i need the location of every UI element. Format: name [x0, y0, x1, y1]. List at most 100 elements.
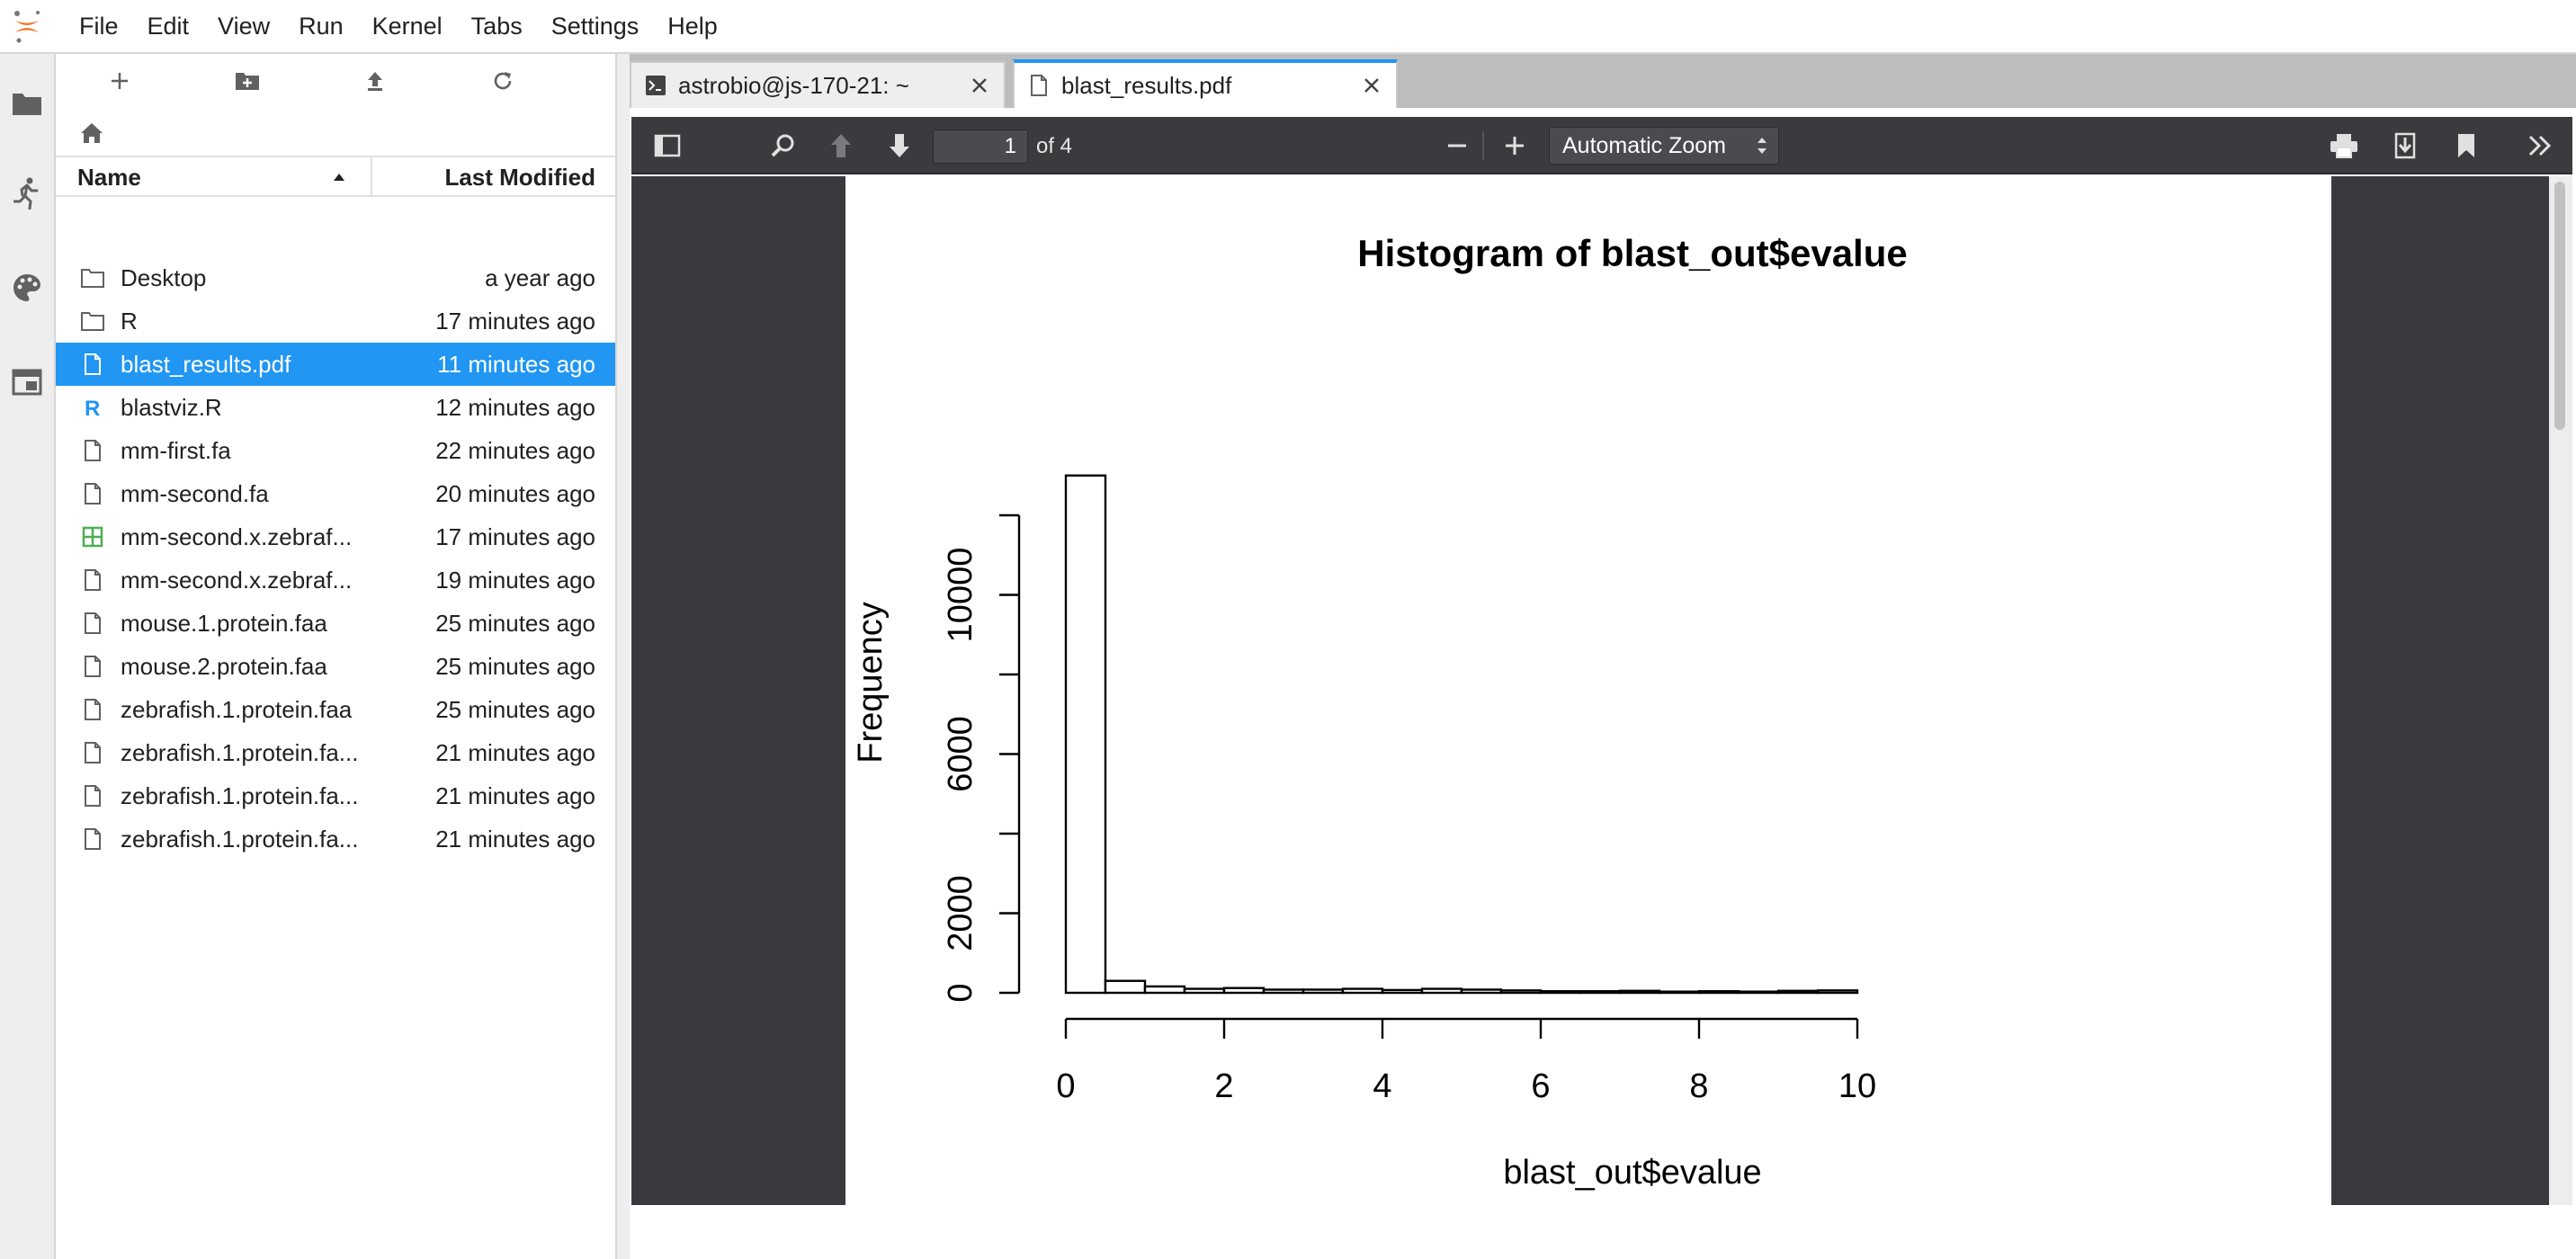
select-arrows-icon	[1758, 138, 1767, 154]
histogram-bar	[1539, 990, 1582, 995]
menu-file[interactable]: File	[79, 13, 119, 40]
new-folder-icon[interactable]	[183, 54, 311, 108]
file-modified: 17 minutes ago	[435, 522, 595, 550]
file-icon	[81, 784, 104, 808]
x-tick-label: 8	[1689, 1067, 1708, 1105]
running-icon[interactable]	[0, 166, 54, 220]
menu-view[interactable]: View	[218, 13, 271, 40]
file-icon	[81, 827, 104, 851]
file-modified: 21 minutes ago	[435, 781, 595, 809]
file-name: zebrafish.1.protein.fa...	[121, 781, 359, 809]
file-name: zebrafish.1.protein.fa...	[121, 825, 359, 853]
file-list-item[interactable]: zebrafish.1.protein.fa... 21 minutes ago	[56, 731, 615, 774]
menu-tabs[interactable]: Tabs	[470, 13, 523, 40]
file-list-item[interactable]: mm-second.fa 20 minutes ago	[56, 472, 615, 515]
file-name: zebrafish.1.protein.faa	[121, 695, 353, 723]
pdf-toolbar: 1 of 4 Automatic Zoom	[631, 117, 2572, 174]
pdf-page: Histogram of blast_out$evalue 0 2000 6000 10…	[845, 176, 2331, 1205]
y-tick-label: 2000	[942, 875, 979, 951]
sidebar-toggle-icon[interactable]	[648, 126, 687, 165]
upload-icon[interactable]	[311, 54, 439, 108]
download-icon[interactable]	[2385, 126, 2425, 165]
print-icon[interactable]	[2324, 126, 2364, 165]
chart-title: Histogram of blast_out$evalue	[1357, 232, 1907, 274]
file-name: mm-second.x.zebraf...	[121, 522, 353, 550]
tab-blast-results-pdf[interactable]: blast_results.pdf	[1013, 59, 1398, 108]
tab-label: blast_results.pdf	[1061, 71, 1232, 99]
file-list-item[interactable]: zebrafish.1.protein.fa... 21 minutes ago	[56, 817, 615, 861]
menu-kernel[interactable]: Kernel	[371, 13, 443, 40]
file-name: mm-first.fa	[121, 436, 231, 464]
find-icon[interactable]	[763, 126, 802, 165]
file-icon	[81, 655, 104, 678]
file-list-item[interactable]: mm-second.x.zebraf... 19 minutes ago	[56, 558, 615, 602]
file-list-item[interactable]: zebrafish.1.protein.faa 25 minutes ago	[56, 688, 615, 731]
menu-bar: File Edit View Run Kernel Tabs Settings Help	[0, 0, 2576, 54]
menu-run[interactable]: Run	[299, 13, 344, 40]
histogram-bar	[1301, 988, 1345, 995]
histogram-bar	[1579, 990, 1622, 995]
file-modified: 17 minutes ago	[435, 307, 595, 335]
file-modified: 19 minutes ago	[435, 566, 595, 594]
x-tick-label: 6	[1531, 1067, 1550, 1105]
tabs-icon[interactable]	[0, 355, 54, 409]
new-launcher-icon[interactable]	[56, 54, 183, 108]
histogram-bar	[1381, 988, 1424, 995]
zoom-select[interactable]: Automatic Zoom	[1549, 127, 1779, 165]
y-tick-label: 0	[942, 983, 979, 1002]
file-modified: 12 minutes ago	[435, 393, 595, 421]
refresh-icon[interactable]	[439, 54, 567, 108]
pdf-viewer[interactable]: Histogram of blast_out$evalue 0 2000 6000 10…	[631, 176, 2572, 1205]
last-modified-column-header[interactable]: Last Modified	[372, 157, 615, 197]
file-icon	[81, 741, 104, 764]
home-breadcrumb-icon[interactable]	[76, 117, 108, 149]
menu-help[interactable]: Help	[667, 13, 718, 40]
r-file-icon: R	[81, 396, 104, 419]
tab-terminal[interactable]: astrobio@js-170-21: ~	[630, 61, 1006, 108]
menu-settings[interactable]: Settings	[550, 13, 640, 40]
file-list-item[interactable]: zebrafish.1.protein.fa... 21 minutes ago	[56, 774, 615, 817]
close-icon[interactable]	[968, 74, 991, 97]
next-page-icon[interactable]	[880, 126, 919, 165]
file-list-item[interactable]: R 17 minutes ago	[56, 299, 615, 343]
file-name: Desktop	[121, 263, 207, 291]
y-tick-label: 10000	[942, 548, 979, 643]
file-modified: 25 minutes ago	[435, 609, 595, 637]
file-list-item[interactable]: Desktop a year ago	[56, 256, 615, 299]
tab-label: astrobio@js-170-21: ~	[678, 71, 909, 99]
menu-edit[interactable]: Edit	[147, 13, 190, 40]
file-icon	[1029, 75, 1049, 96]
file-browser-toolbar	[56, 54, 615, 108]
vertical-scrollbar[interactable]	[2549, 176, 2572, 1205]
file-list-item[interactable]: mm-first.fa 22 minutes ago	[56, 429, 615, 472]
more-tools-icon[interactable]	[2520, 126, 2560, 165]
palette-icon[interactable]	[0, 261, 54, 315]
file-modified: 21 minutes ago	[435, 825, 595, 853]
scrollbar-thumb[interactable]	[2554, 182, 2565, 430]
histogram-bar	[1776, 989, 1820, 995]
page-number-input[interactable]: 1	[933, 129, 1028, 164]
file-icon	[81, 439, 104, 462]
toolbar-separator	[1482, 131, 1484, 160]
histogram-bar	[1420, 987, 1463, 995]
zoom-value: Automatic Zoom	[1562, 132, 1727, 158]
close-icon[interactable]	[1360, 74, 1383, 97]
panel-splitter[interactable]	[617, 54, 630, 1259]
file-name: zebrafish.1.protein.fa...	[121, 738, 359, 766]
file-list-item[interactable]: mouse.1.protein.faa 25 minutes ago	[56, 602, 615, 645]
file-name: blastviz.R	[121, 393, 222, 421]
file-list-item[interactable]: blast_results.pdf 11 minutes ago	[56, 343, 615, 386]
folder-icon[interactable]	[0, 76, 54, 130]
file-icon	[81, 353, 104, 376]
file-name: mm-second.fa	[121, 479, 269, 507]
zoom-in-icon[interactable]	[1495, 126, 1534, 165]
file-modified: 11 minutes ago	[437, 350, 595, 378]
file-modified: 20 minutes ago	[435, 479, 595, 507]
file-list-item[interactable]: mm-second.x.zebraf... 17 minutes ago	[56, 515, 615, 558]
file-list-item[interactable]: mouse.2.protein.faa 25 minutes ago	[56, 645, 615, 688]
zoom-out-icon[interactable]	[1437, 126, 1477, 165]
previous-page-icon[interactable]	[821, 126, 861, 165]
name-column-header[interactable]: Name	[56, 157, 372, 197]
bookmark-icon[interactable]	[2446, 126, 2486, 165]
